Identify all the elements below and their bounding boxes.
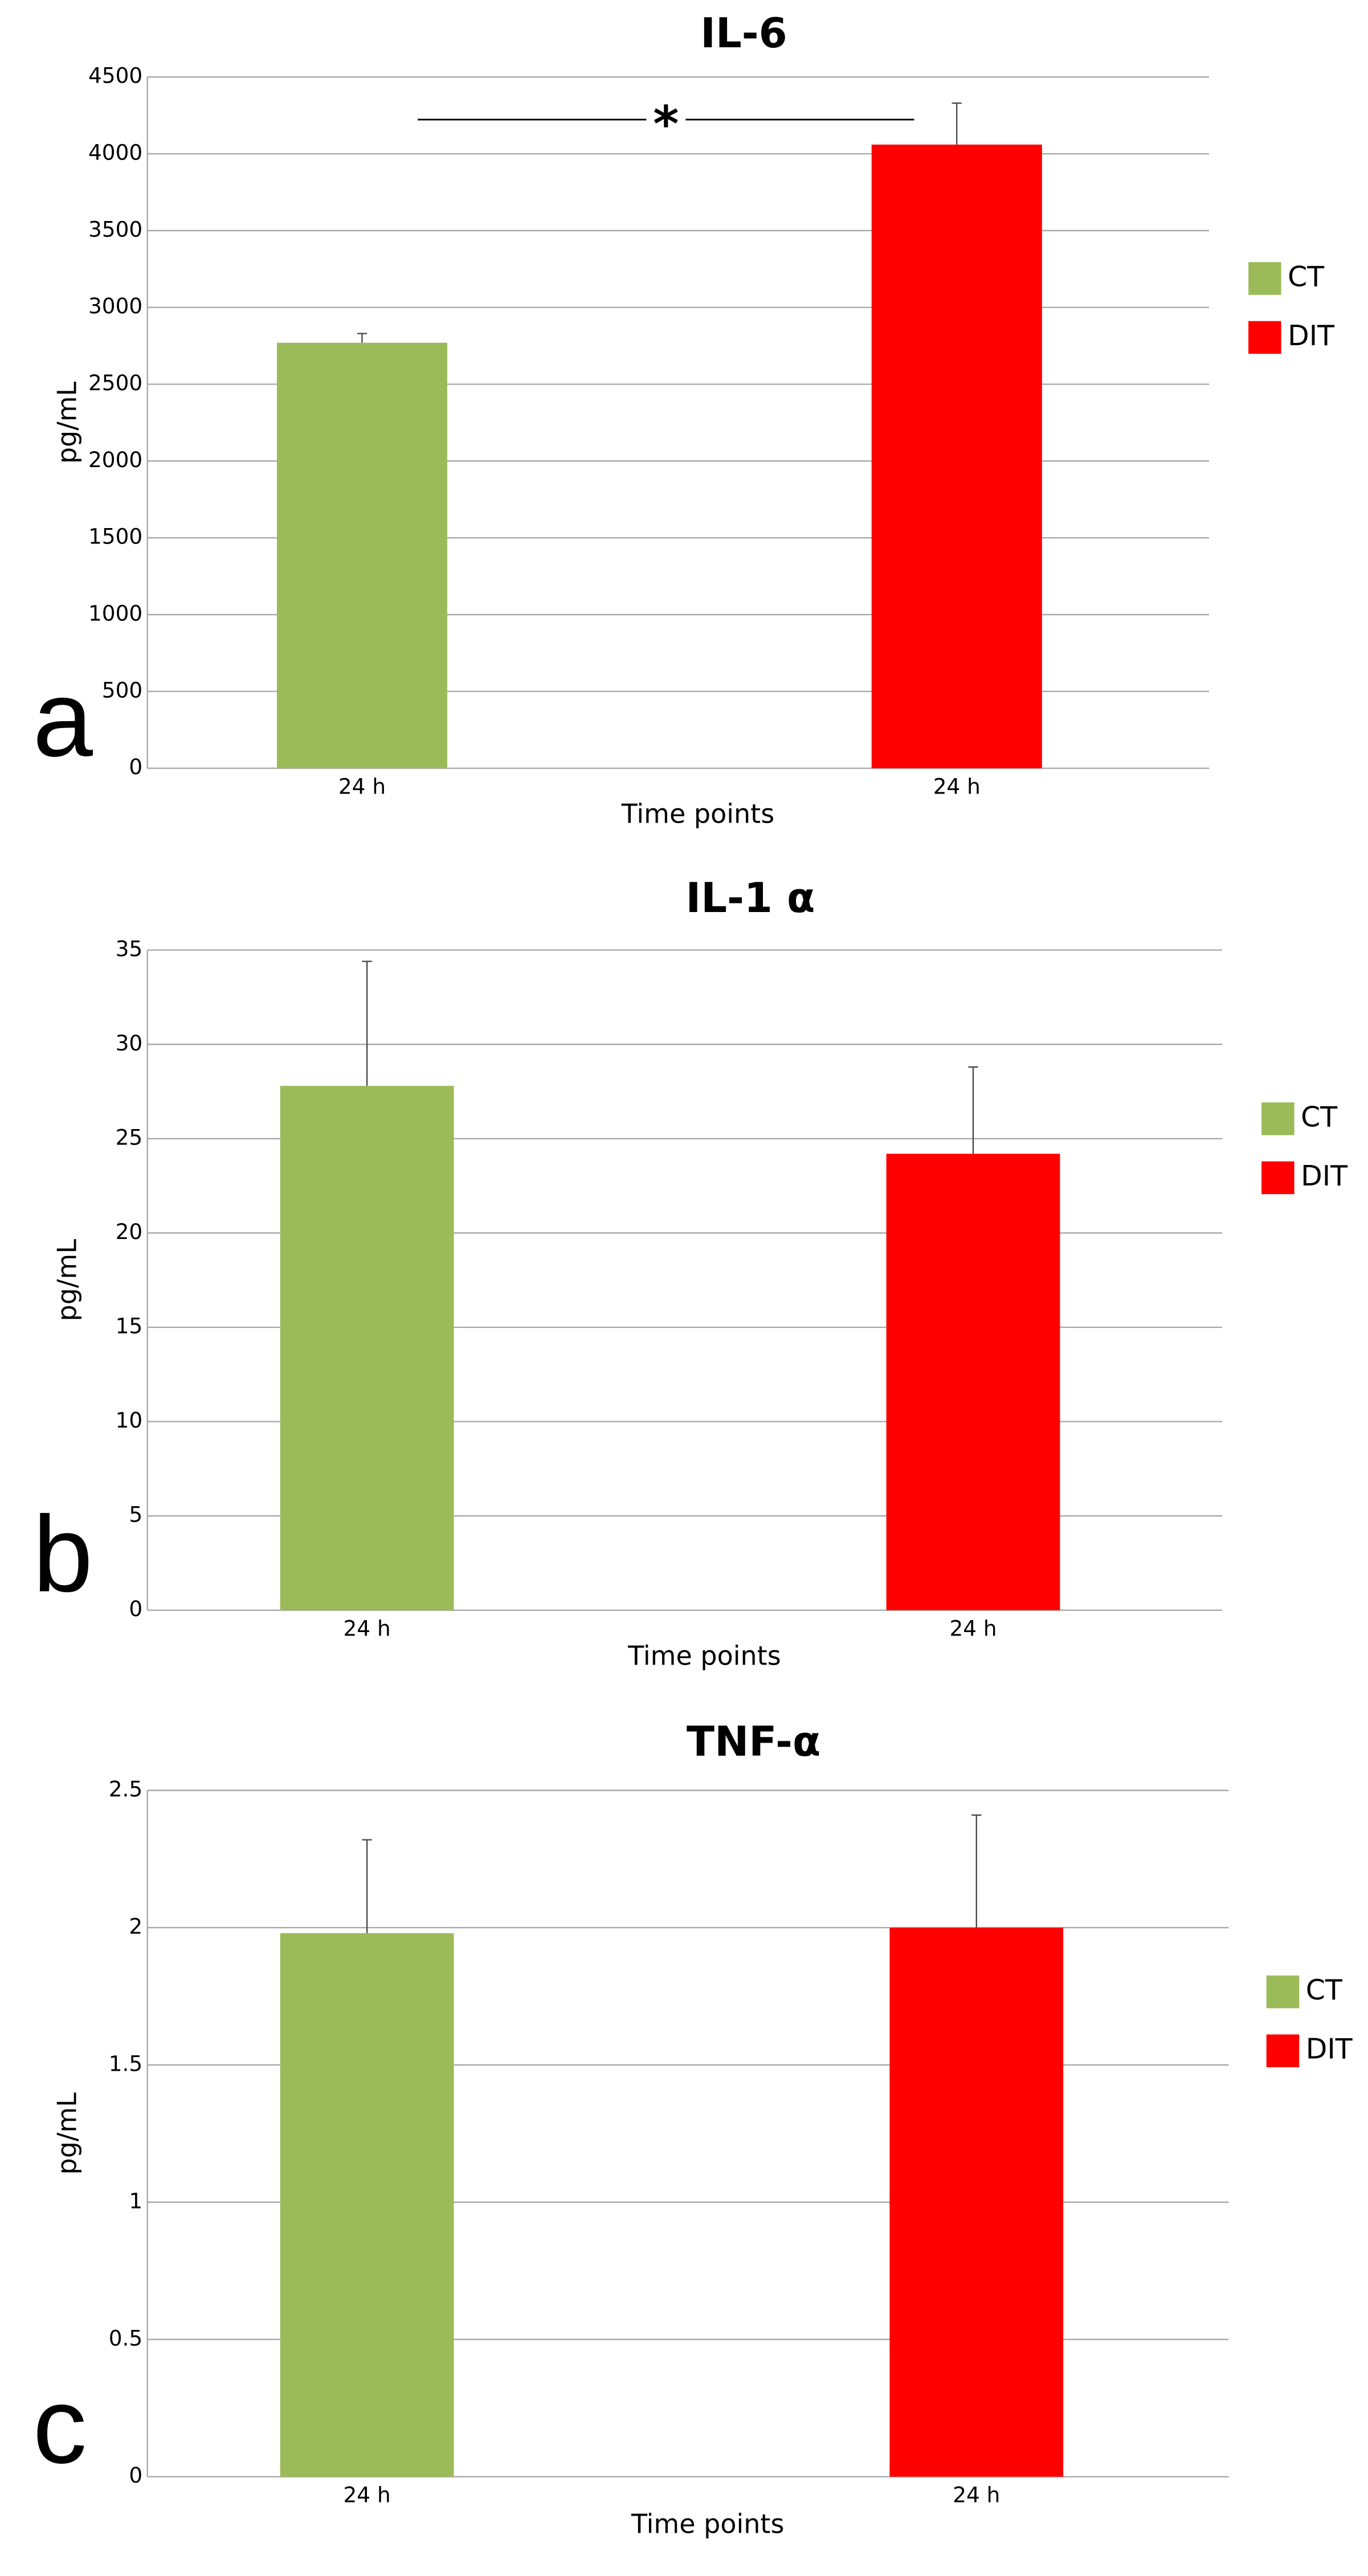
- x-axis-label: Time points: [621, 798, 774, 829]
- x-axis-label: Time points: [631, 2509, 784, 2540]
- y-tick-label: 0: [129, 1596, 142, 1621]
- y-tick-label: 0.5: [109, 2325, 142, 2350]
- legend-label: CT: [1288, 260, 1324, 293]
- chart-title: TNF-α: [687, 1718, 820, 1765]
- chart-title: IL-6: [700, 9, 787, 57]
- y-tick-label: 10: [116, 1408, 143, 1433]
- y-tick-label: 25: [116, 1125, 143, 1150]
- legend-label: CT: [1301, 1101, 1337, 1133]
- y-tick-label: 0: [129, 2463, 142, 2488]
- y-tick-label: 0: [129, 754, 142, 779]
- legend-swatch: [1261, 1102, 1295, 1135]
- y-tick-label: 2500: [88, 370, 142, 395]
- y-tick-label: 3000: [88, 293, 142, 318]
- y-tick-label: 2000: [88, 447, 142, 472]
- chart-title: IL-1 α: [686, 874, 815, 922]
- y-tick-label: 3500: [88, 216, 142, 242]
- y-tick-label: 15: [116, 1313, 143, 1338]
- bar: [889, 1927, 1064, 2477]
- legend-swatch: [1248, 321, 1281, 354]
- legend-swatch: [1266, 2034, 1300, 2067]
- bar: [280, 1086, 454, 1610]
- y-tick-label: 4500: [88, 63, 142, 88]
- y-tick-label: 1.5: [109, 2051, 142, 2076]
- legend-label: DIT: [1306, 2033, 1353, 2066]
- panel-label: a: [33, 659, 93, 779]
- y-tick-label: 2.5: [109, 1776, 142, 1801]
- legend-swatch: [1266, 1975, 1300, 2009]
- panel-label: c: [33, 2365, 87, 2486]
- legend-label: DIT: [1288, 320, 1334, 352]
- legend-swatch: [1248, 262, 1281, 295]
- legend-label: DIT: [1301, 1160, 1347, 1192]
- y-tick-label: 35: [116, 936, 143, 961]
- y-tick-label: 2: [129, 1913, 142, 1939]
- legend-label: CT: [1306, 1974, 1342, 2006]
- bar: [886, 1154, 1060, 1610]
- y-axis-label: pg/mL: [51, 381, 82, 464]
- bar: [276, 342, 447, 768]
- x-tick-label: 24 h: [949, 1616, 997, 1641]
- y-tick-label: 5: [129, 1502, 142, 1527]
- x-tick-label: 24 h: [338, 774, 386, 799]
- y-tick-label: 500: [102, 677, 142, 702]
- x-tick-label: 24 h: [344, 2483, 391, 2508]
- legend-swatch: [1261, 1161, 1295, 1195]
- y-tick-label: 4000: [88, 140, 142, 165]
- bar: [871, 144, 1042, 768]
- bar: [280, 1933, 454, 2477]
- x-tick-label: 24 h: [933, 774, 981, 799]
- y-axis-label: pg/mL: [51, 2092, 82, 2175]
- y-tick-label: 1: [129, 2188, 142, 2213]
- x-tick-label: 24 h: [953, 2483, 1000, 2508]
- x-axis-label: Time points: [627, 1640, 781, 1671]
- y-tick-label: 20: [116, 1219, 143, 1244]
- y-axis-label: pg/mL: [51, 1239, 82, 1322]
- significance-mark: *: [653, 96, 679, 153]
- panel-label: b: [33, 1494, 93, 1614]
- y-tick-label: 30: [116, 1031, 143, 1056]
- y-tick-label: 1500: [88, 524, 142, 549]
- y-tick-label: 1000: [88, 600, 142, 625]
- x-tick-label: 24 h: [344, 1616, 391, 1641]
